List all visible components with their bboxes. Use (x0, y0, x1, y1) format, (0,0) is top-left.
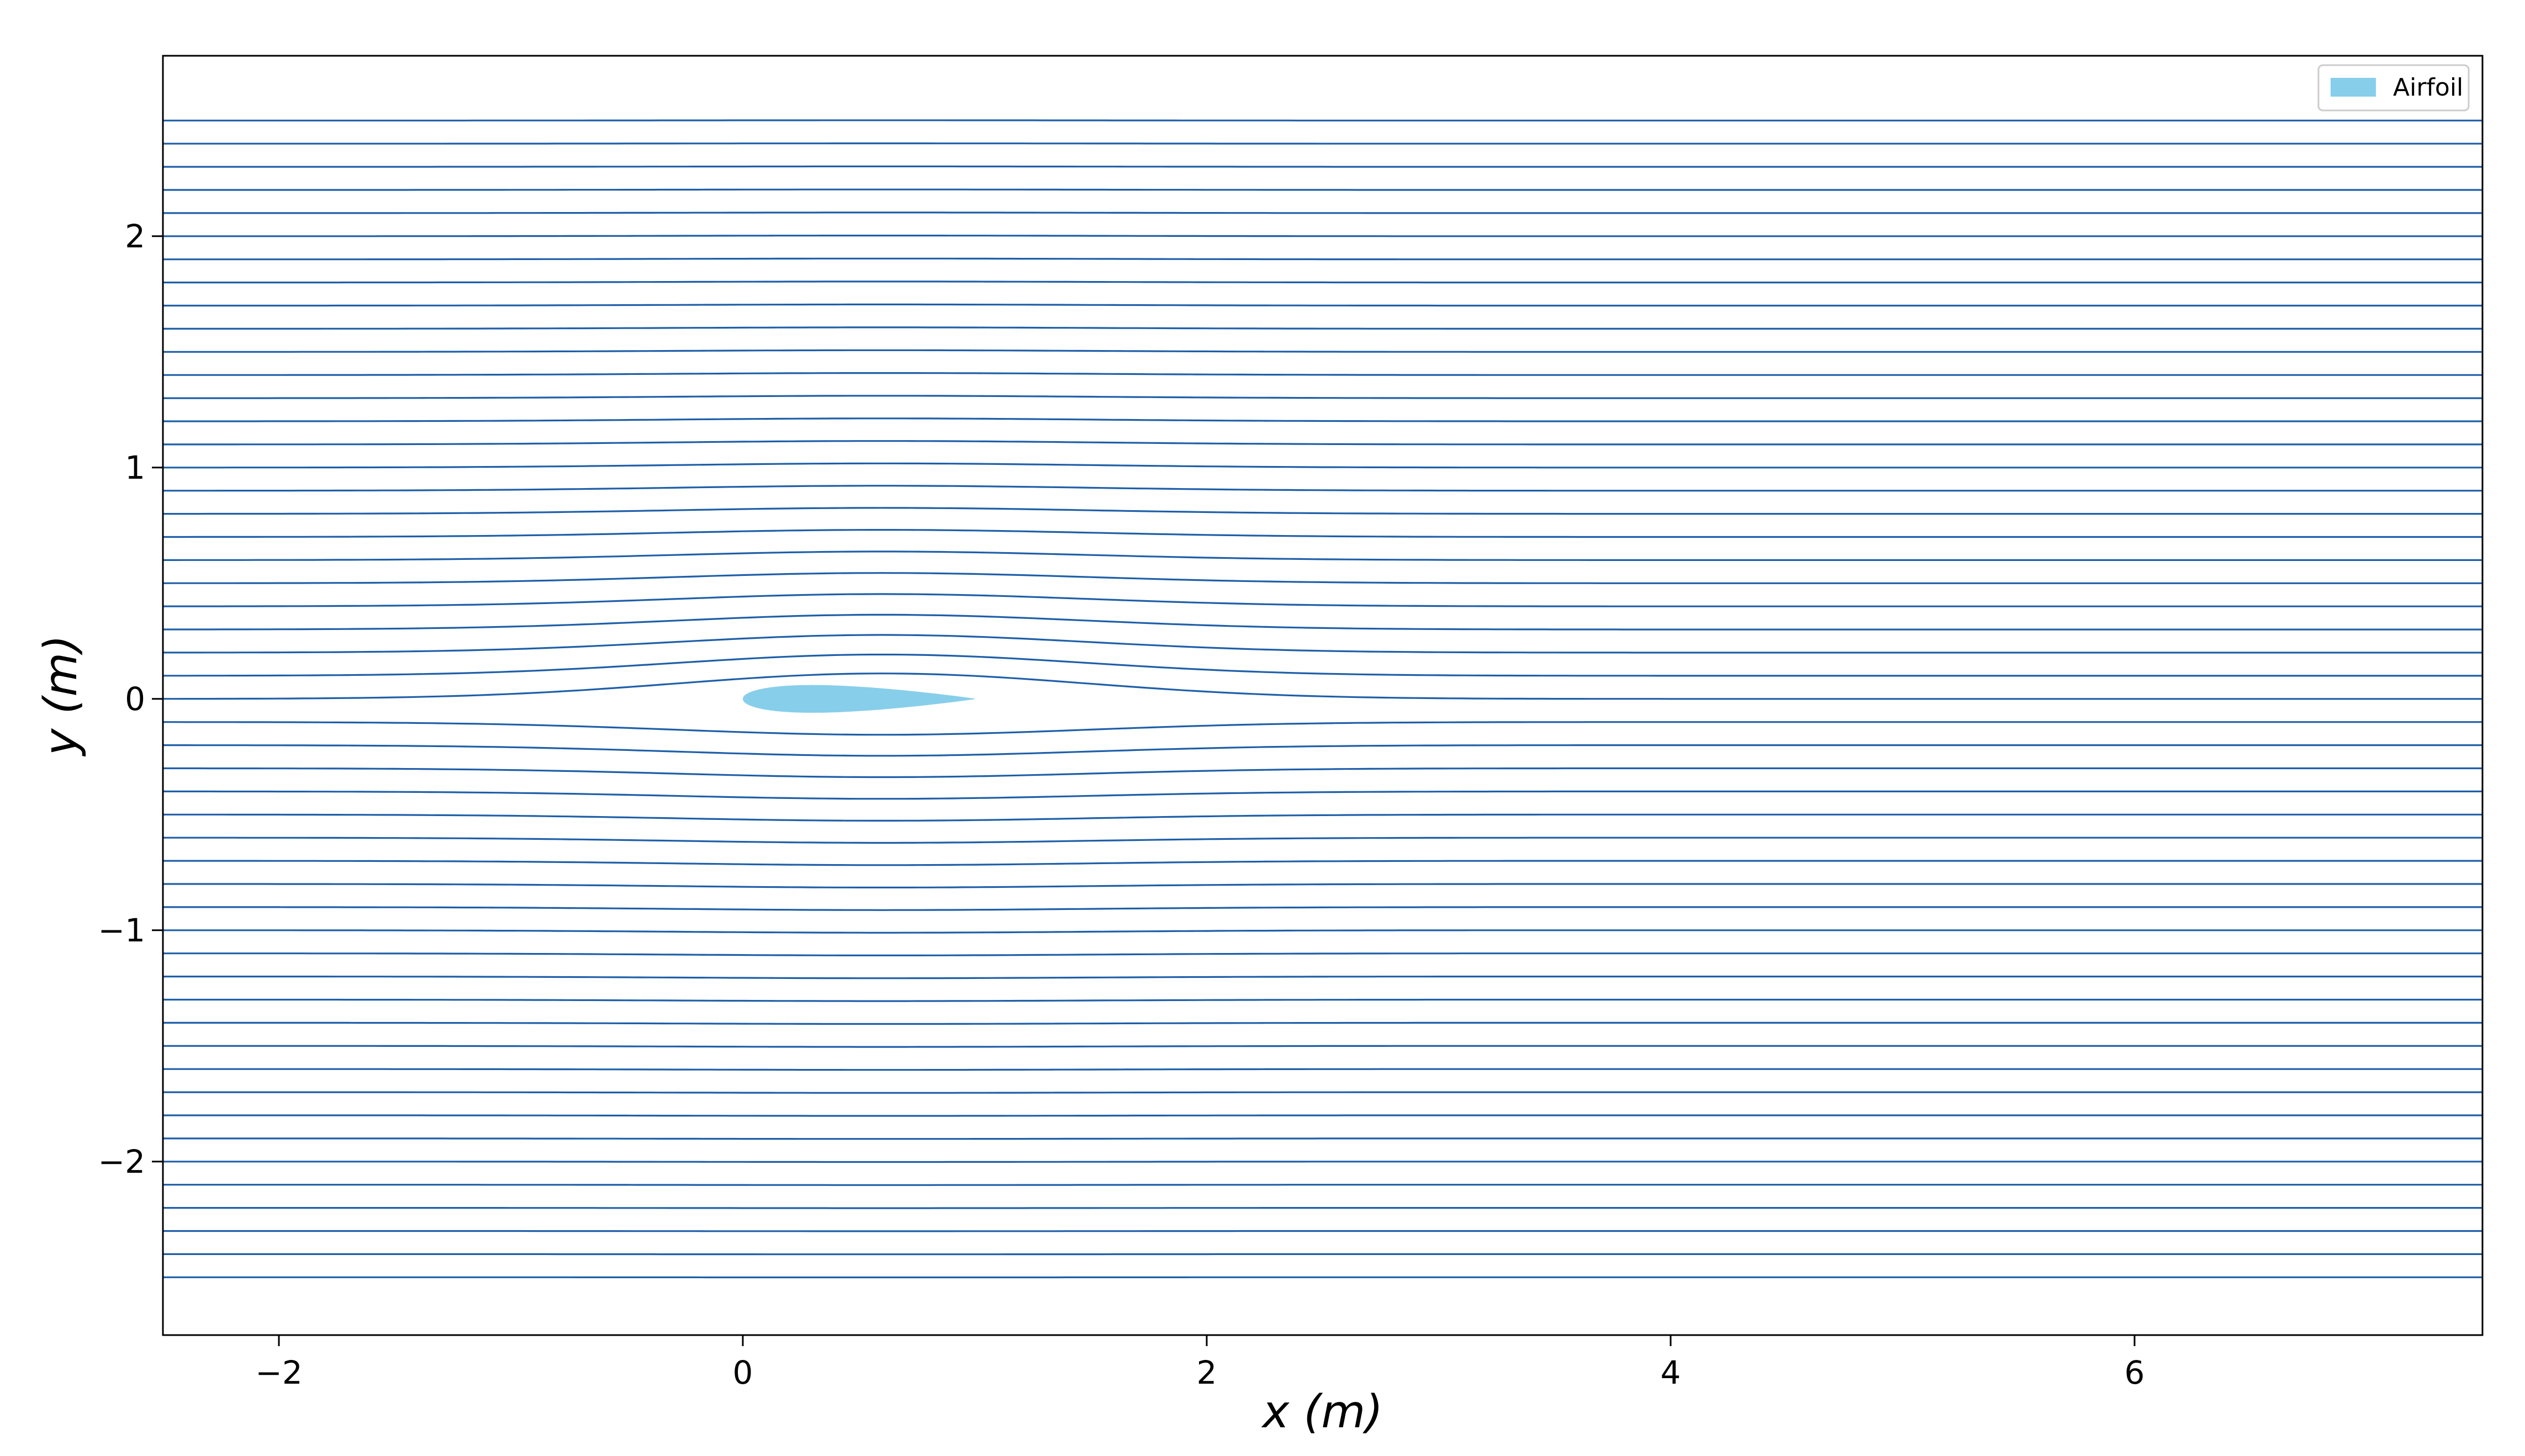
streamline (163, 790, 2482, 800)
streamline (163, 813, 2482, 822)
streamline (163, 860, 2482, 866)
streamline (163, 1091, 2482, 1094)
airfoil-shape (743, 685, 975, 713)
y-tick-label: 0 (125, 680, 145, 718)
streamline (163, 188, 2482, 191)
x-tick-label: −2 (255, 1354, 303, 1391)
y-tick-label: 1 (125, 449, 145, 486)
streamline (163, 673, 2482, 700)
x-tick-label: 6 (2125, 1354, 2145, 1391)
streamline (163, 417, 2482, 422)
y-axis-label: y (m) (35, 635, 87, 757)
x-axis-ticks: −2 0 2 4 6 (255, 1335, 2144, 1391)
streamline (163, 929, 2482, 934)
y-axis-ticks: −2 −1 0 1 2 (98, 218, 163, 1180)
legend-swatch-airfoil (2331, 78, 2376, 97)
streamline (163, 349, 2482, 353)
streamline (163, 119, 2482, 121)
streamline (163, 975, 2482, 980)
y-tick-label: 2 (125, 218, 145, 255)
streamline (163, 280, 2482, 284)
streamline (163, 883, 2482, 889)
streamline (163, 613, 2482, 631)
streamline (163, 836, 2482, 844)
legend: Airfoil (2317, 64, 2470, 112)
x-axis-label: x (m) (1261, 1386, 1383, 1438)
streamline (163, 998, 2482, 1002)
streamline (163, 550, 2482, 562)
streamline (163, 952, 2482, 957)
streamline (163, 528, 2482, 538)
x-tick-label: 0 (733, 1354, 753, 1391)
streamline (163, 395, 2482, 399)
streamline (163, 653, 2482, 677)
streamline (163, 1207, 2482, 1209)
streamline (163, 906, 2482, 911)
streamline (163, 372, 2482, 376)
streamline (163, 634, 2482, 654)
legend-box (2317, 64, 2470, 112)
streamline (163, 303, 2482, 307)
x-tick-label: 2 (1197, 1354, 1217, 1391)
streamline (163, 593, 2482, 607)
streamline (163, 1068, 2482, 1071)
streamline (163, 1021, 2482, 1025)
streamlines (162, 119, 2482, 1279)
y-tick-label: −1 (98, 912, 146, 949)
streamline (162, 572, 2482, 584)
streamline (163, 1045, 2482, 1048)
streamline (163, 767, 2482, 779)
streamline (163, 744, 2482, 757)
airfoil-layer (743, 685, 975, 713)
streamline (163, 485, 2482, 492)
streamline (163, 462, 2482, 469)
legend-label-airfoil: Airfoil (2393, 73, 2463, 102)
streamline (163, 257, 2482, 261)
streamline (163, 326, 2482, 330)
streamline (163, 507, 2482, 515)
streamline (163, 1114, 2482, 1117)
y-tick-label: −2 (98, 1143, 146, 1180)
x-tick-label: 4 (1661, 1354, 1681, 1391)
streamline (163, 721, 2482, 736)
plot-frame (162, 55, 2484, 1336)
streamline (163, 440, 2482, 446)
streamline (163, 165, 2482, 168)
